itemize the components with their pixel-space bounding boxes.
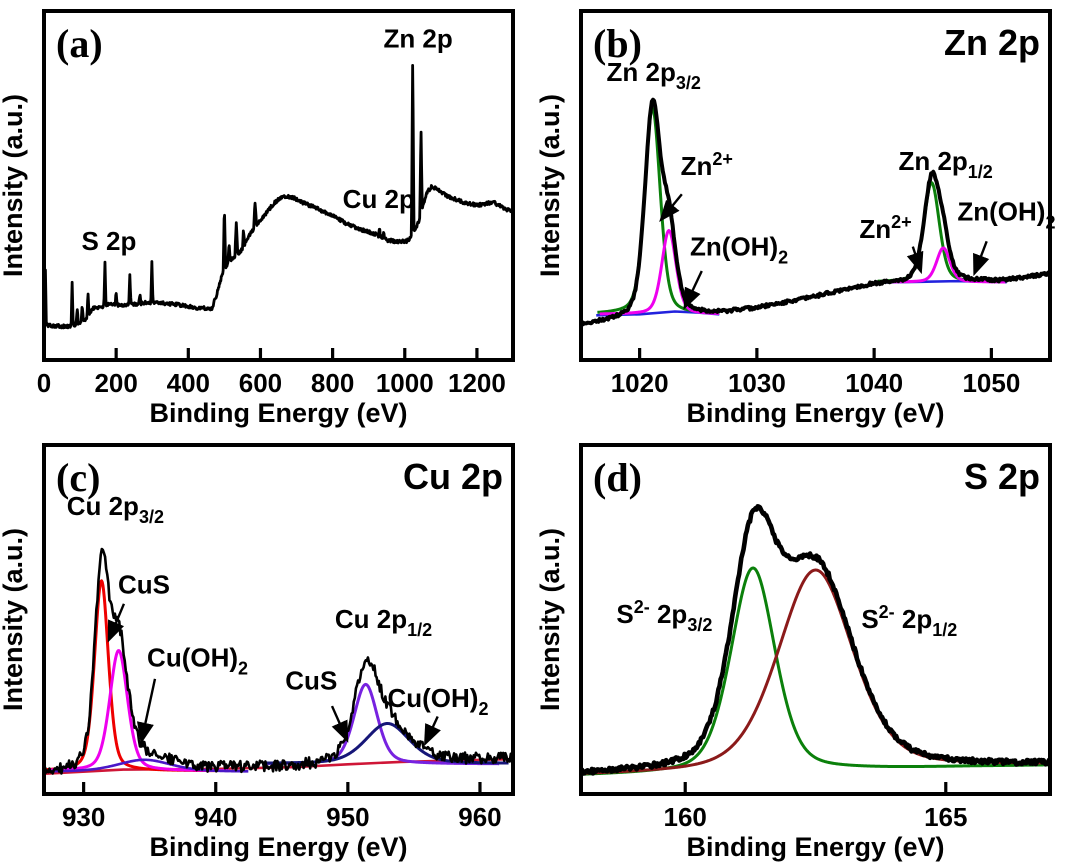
annotation-arrow — [330, 705, 349, 743]
panel-title: Cu 2p — [403, 456, 503, 497]
annotation-arrow — [423, 716, 441, 747]
annotation-label-c-5: Cu(OH)2 — [387, 683, 488, 719]
annotation-arrow — [659, 193, 683, 223]
annotation-label-b-3: Zn 2p1/2 — [898, 146, 992, 182]
x-tick-label: 1020 — [611, 368, 669, 398]
annotation-label-b-4: Zn2+ — [859, 212, 911, 244]
annotation-arrow — [136, 678, 157, 745]
annotation-label-c-3: Cu 2p1/2 — [335, 604, 432, 640]
panel-a-plot: 0 200 400 600 800 1000 1200 Binding Energy (eV)… — [0, 9, 515, 428]
panel-d-s2p: 160 165 Binding Energy (eV) Intensity (a.u.… — [537, 434, 1074, 868]
x-axis-title: Binding Energy (eV) — [686, 832, 944, 862]
plot-area-a — [45, 63, 512, 330]
annotation-label-a-0: S 2p — [81, 226, 136, 256]
x-tick-label: 800 — [311, 368, 354, 398]
panel-b-plot: 1020 1030 1040 1050 Binding Energy (eV) Inten… — [537, 9, 1055, 428]
panel-b-zn2p: 1020 1030 1040 1050 Binding Energy (eV) Inten… — [537, 0, 1074, 434]
panel-c-cu2p: 930 940 950 960 Binding Energy (eV) Intensity… — [0, 434, 537, 868]
x-axis-title: Binding Energy (eV) — [149, 832, 407, 862]
y-axis-title: Intensity (a.u.) — [0, 528, 28, 711]
panel-title: S 2p — [964, 456, 1040, 497]
annotation-label-b-5: Zn(OH)2 — [957, 196, 1055, 232]
x-tick-label: 1040 — [845, 368, 903, 398]
annotation-arrow — [107, 603, 126, 643]
annotation-label-c-4: CuS — [285, 665, 337, 695]
x-tick-label: 930 — [62, 802, 105, 832]
x-tick-label: 600 — [239, 368, 282, 398]
x-tick-label: 0 — [37, 368, 51, 398]
panel-letter: (b) — [593, 21, 642, 66]
x-tick-label: 1050 — [962, 368, 1020, 398]
panel-a-survey: 0 200 400 600 800 1000 1200 Binding Energy (eV)… — [0, 0, 537, 434]
annotation-label-c-1: CuS — [118, 569, 170, 599]
panel-title: Zn 2p — [944, 22, 1040, 63]
plot-area-b — [582, 97, 1049, 327]
x-axis-title: Binding Energy (eV) — [149, 398, 407, 428]
annotation-label-b-2: Zn(OH)2 — [690, 231, 788, 267]
x-tick-label: 400 — [167, 368, 210, 398]
annotation-arrow — [906, 246, 924, 275]
annotation-arrow — [683, 270, 703, 310]
annotation-label-d-0: S2- 2p3/2 — [616, 597, 712, 635]
x-tick-label: 160 — [664, 802, 707, 832]
annotation-label-c-2: Cu(OH)2 — [147, 643, 248, 679]
annotation-label-b-1: Zn2+ — [681, 149, 733, 181]
axes-frame — [579, 443, 1052, 796]
x-tick-label: 960 — [458, 802, 501, 832]
x-tick-label: 200 — [94, 368, 137, 398]
x-tick-label: 1030 — [728, 368, 786, 398]
annotation-label-a-1: Cu 2p — [343, 184, 415, 214]
x-tick-label: 1200 — [448, 368, 506, 398]
annotation-arrow — [973, 240, 990, 277]
y-axis-title: Intensity (a.u.) — [0, 94, 28, 277]
panel-letter: (a) — [56, 21, 103, 66]
annotation-label-b-0: Zn 2p3/2 — [607, 57, 701, 93]
annotation-label-a-2: Zn 2p — [383, 24, 452, 54]
annotation-label-d-1: S2- 2p1/2 — [861, 602, 957, 640]
x-axis-title: Binding Energy (eV) — [686, 398, 944, 428]
plot-area-c — [45, 547, 512, 776]
survey-spectrum-curve — [45, 63, 512, 330]
y-axis-title: Intensity (a.u.) — [537, 94, 565, 277]
axes-frame — [579, 9, 1052, 362]
fit-component-curve-2 — [46, 758, 249, 773]
annotation-label-c-0: Cu 2p3/2 — [67, 491, 164, 527]
x-tick-label: 940 — [194, 802, 237, 832]
measured-envelope-curve — [582, 504, 1049, 776]
panel-letter: (c) — [56, 455, 100, 500]
measured-envelope-curve — [582, 97, 1049, 327]
fit-component-curve-3 — [879, 246, 1007, 284]
fit-component-curve-0 — [45, 579, 217, 773]
panel-c-plot: 930 940 950 960 Binding Energy (eV) Intensity… — [0, 443, 515, 862]
axes-frame — [42, 9, 515, 362]
axes-frame — [42, 443, 515, 796]
x-tick-label: 165 — [924, 802, 967, 832]
plot-area-d — [582, 504, 1049, 776]
y-axis-title: Intensity (a.u.) — [537, 528, 565, 711]
x-tick-label: 1000 — [376, 368, 434, 398]
x-tick-label: 950 — [326, 802, 369, 832]
panel-letter: (d) — [593, 455, 642, 500]
